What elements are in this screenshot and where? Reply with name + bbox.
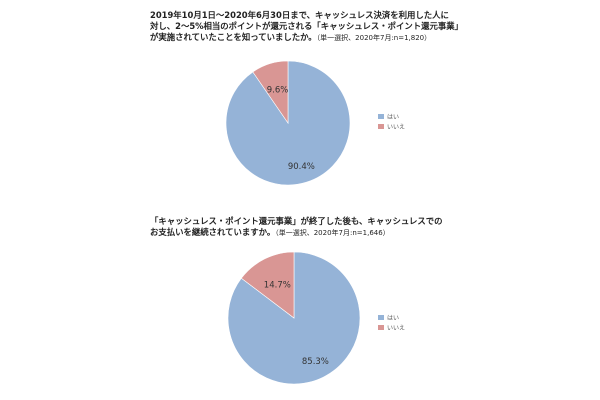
chart-2-title-note: （単一選択、2020年7月:n=1,646）	[275, 229, 390, 237]
chart-1-legend-swatch-yes	[378, 113, 384, 119]
chart-2-data-label-0: 85.3%	[302, 357, 329, 367]
chart-1-data-label-1: 9.6%	[267, 85, 289, 95]
chart-2-legend-item-no: いいえ	[378, 322, 405, 332]
chart-2-legend-swatch-yes	[378, 314, 384, 320]
chart-1-legend-label-yes: はい	[387, 113, 400, 121]
chart-1: 2019年10月1日～2020年6月30日まで、キャッシュレス決済を利用した人に…	[150, 10, 464, 186]
chart-2-slice-1	[240, 251, 295, 319]
chart-2-legend: はい いいえ	[378, 312, 405, 332]
chart-2-pie: 85.3% 14.7%	[227, 251, 361, 385]
chart-1-legend-item-no: いいえ	[378, 121, 405, 131]
chart-2: 「キャッシュレス・ポイント還元事業」が終了した後も、キャッシュレスでの お支払い…	[0, 205, 600, 400]
chart-2-legend-label-no: いいえ	[387, 324, 406, 332]
chart-1-title-note: （単一選択、2020年7月:n=1,820）	[316, 34, 432, 42]
chart-2-title: 「キャッシュレス・ポイント還元事業」が終了した後も、キャッシュレスでの お支払い…	[150, 216, 443, 237]
chart-1-legend-label-no: いいえ	[387, 123, 406, 131]
chart-1-slice-1	[252, 60, 289, 124]
chart-1-title: 2019年10月1日～2020年6月30日まで、キャッシュレス決済を利用した人に…	[150, 10, 464, 42]
chart-2-legend-swatch-no	[378, 324, 384, 330]
chart-1-data-label-0: 90.4%	[288, 162, 315, 172]
chart-2-legend-label-yes: はい	[387, 314, 400, 322]
chart-2-legend-item-yes: はい	[378, 312, 405, 322]
chart-1-legend-swatch-no	[378, 123, 384, 129]
chart-1-legend: はい いいえ	[378, 111, 405, 131]
chart-1-legend-item-yes: はい	[378, 111, 405, 121]
chart-2-data-label-1: 14.7%	[264, 280, 291, 290]
chart-1-pie: 90.4% 9.6%	[225, 60, 351, 186]
